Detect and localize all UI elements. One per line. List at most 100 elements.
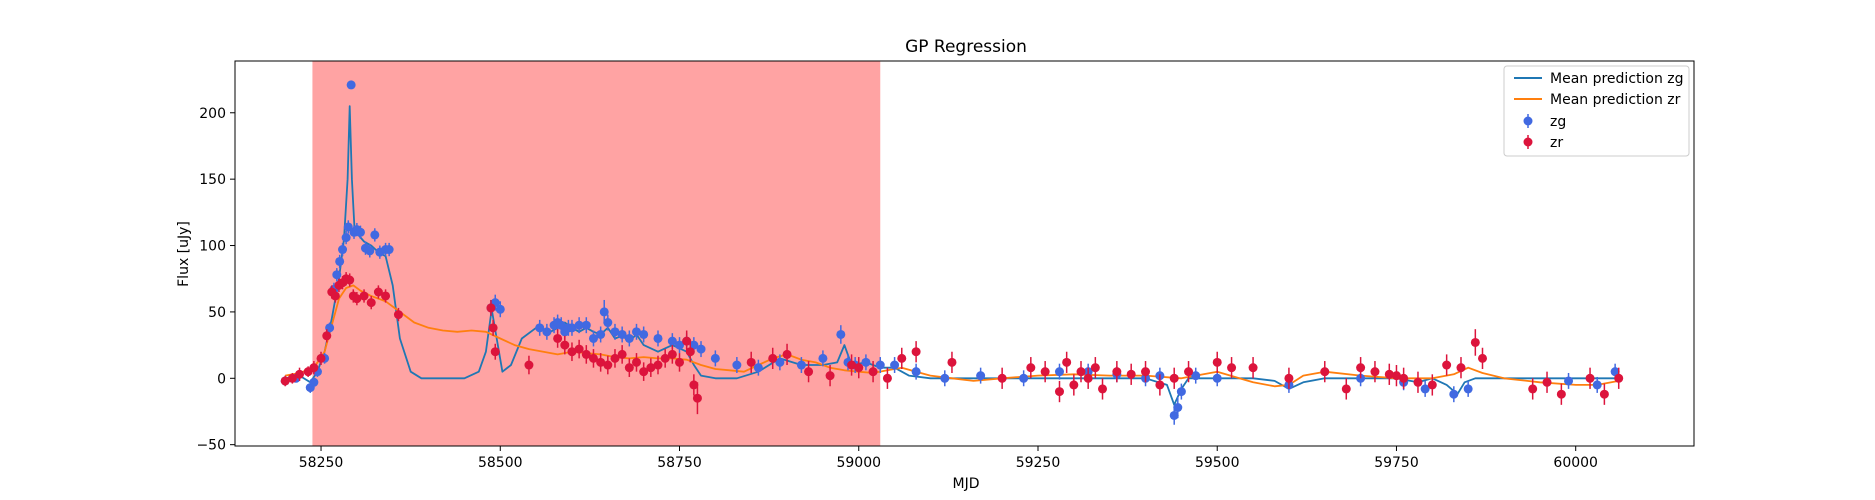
data-point-zr <box>1528 378 1538 400</box>
data-point-zr <box>685 341 695 363</box>
data-point-zr <box>653 355 663 375</box>
data-point-zr <box>660 349 670 368</box>
data-point-zg <box>581 317 591 334</box>
x-tick-label: 58250 <box>299 455 344 471</box>
data-point-zr <box>1320 361 1330 383</box>
x-tick-label: 58750 <box>657 455 702 471</box>
x-axis-title: MJD <box>953 476 980 492</box>
data-point-zg <box>710 350 720 367</box>
y-tick-label: −50 <box>196 438 226 454</box>
data-point-zg <box>332 268 342 282</box>
data-point-zr <box>1413 371 1423 393</box>
data-point-zr <box>596 353 606 372</box>
data-point-zg <box>365 244 375 258</box>
data-point-zr <box>1399 367 1409 389</box>
data-point-zg <box>753 359 763 376</box>
data-point-zr <box>1076 361 1086 383</box>
legend-swatch-zr-points <box>1523 135 1533 149</box>
data-point-zr <box>295 367 305 381</box>
data-point-zr <box>804 361 814 383</box>
data-point-zr <box>287 372 297 384</box>
data-point-zg <box>1191 367 1201 384</box>
data-point-zr <box>322 329 332 343</box>
data-point-zr <box>1062 351 1072 373</box>
data-point-zr <box>1284 367 1294 389</box>
data-point-zr <box>1227 357 1237 379</box>
x-tick-label: 59500 <box>1195 455 1240 471</box>
data-point-zr <box>553 329 563 348</box>
legend-label-zr-points: zr <box>1550 135 1563 151</box>
data-point-zr <box>1212 351 1222 373</box>
x-tick-label: 59000 <box>836 455 881 471</box>
data-point-zg <box>341 230 351 245</box>
data-point-zr <box>1614 367 1624 389</box>
data-point-zg <box>603 314 613 331</box>
data-point-zg <box>335 254 345 269</box>
shaded-region <box>312 61 881 446</box>
data-point-zg <box>1463 380 1473 397</box>
data-point-zr <box>1112 361 1122 383</box>
data-point-zr <box>675 353 685 372</box>
data-point-zr <box>1427 374 1437 396</box>
data-point-zr <box>1391 365 1401 387</box>
data-point-zg <box>542 323 552 340</box>
data-point-zr <box>847 354 857 376</box>
x-tick-label: 59250 <box>1016 455 1061 471</box>
data-point-zg <box>911 363 921 380</box>
legend: Mean prediction zg Mean prediction zr zg… <box>1503 65 1690 157</box>
data-point-zr <box>1456 357 1466 379</box>
data-point-zr <box>1470 329 1480 356</box>
data-point-zr <box>588 349 598 368</box>
data-point-zr <box>280 375 290 387</box>
data-point-zg <box>588 330 598 347</box>
data-point-zr <box>567 342 577 362</box>
data-point-zr <box>825 365 835 387</box>
data-point-zg <box>1176 383 1186 400</box>
data-point-zr <box>1384 363 1394 385</box>
data-point-zr <box>897 347 907 369</box>
data-point-zg <box>567 319 577 336</box>
data-point-zr <box>560 335 570 355</box>
y-axis-title: Flux [uJy] <box>176 221 192 287</box>
data-point-zr <box>997 367 1007 389</box>
data-point-zr <box>1090 357 1100 379</box>
data-point-zr <box>667 345 677 364</box>
data-point-zg <box>675 337 685 354</box>
legend-label-zg-points: zg <box>1550 114 1566 130</box>
data-point-zr <box>1141 361 1151 383</box>
data-point-zg <box>818 350 828 367</box>
data-point-zr <box>486 299 496 316</box>
data-point-zg <box>596 326 606 343</box>
data-point-zg <box>309 377 319 387</box>
data-point-zr <box>524 355 534 375</box>
data-point-zg <box>624 330 634 347</box>
data-point-zr <box>373 285 383 299</box>
data-point-zg <box>836 325 846 344</box>
data-point-zr <box>309 361 319 375</box>
data-point-zg <box>890 357 900 373</box>
data-point-zr <box>1585 367 1595 389</box>
data-point-zg <box>653 330 663 347</box>
data-point-zr <box>1477 347 1487 369</box>
data-point-zr <box>682 330 692 352</box>
data-point-zr <box>631 353 641 372</box>
data-point-zr <box>1054 380 1064 403</box>
data-point-zg <box>796 357 806 373</box>
data-point-zr <box>868 361 878 383</box>
y-tick-label: 150 <box>199 172 226 188</box>
data-point-zr <box>617 345 627 364</box>
legend-label-zr-line: Mean prediction zr <box>1550 92 1681 108</box>
data-point-zg <box>1019 370 1029 387</box>
x-tick-label: 58500 <box>478 455 523 471</box>
data-point-zr <box>316 351 326 366</box>
data-point-zr <box>1184 361 1194 383</box>
data-point-zr <box>1248 357 1258 379</box>
data-point-zg <box>696 341 706 358</box>
data-point-zr <box>782 343 792 366</box>
data-point-zg <box>343 220 353 234</box>
data-point-zr <box>366 295 376 310</box>
data-point-zg <box>384 242 394 257</box>
data-point-zr <box>1556 383 1566 405</box>
data-point-zr <box>1356 357 1366 379</box>
data-point-zg <box>1173 396 1183 419</box>
